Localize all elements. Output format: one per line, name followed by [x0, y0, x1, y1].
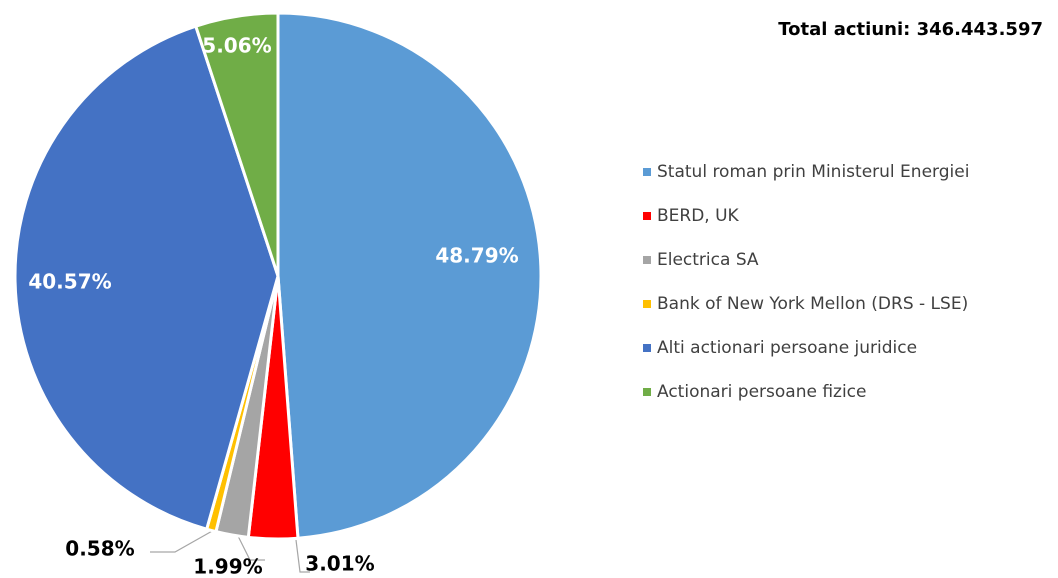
data-label: 5.06%	[202, 34, 271, 58]
legend-swatch	[643, 300, 651, 308]
pie-slice	[13, 24, 280, 532]
legend-swatch	[643, 212, 651, 220]
legend-swatch	[643, 256, 651, 264]
legend-label: BERD, UK	[657, 206, 740, 226]
data-label: 40.57%	[28, 270, 111, 294]
legend-label: Statul roman prin Ministerul Energiei	[657, 162, 969, 182]
pie-slice	[276, 11, 543, 540]
chart-title: Total actiuni: 346.443.597	[778, 19, 1043, 40]
data-label: 48.79%	[435, 244, 518, 268]
data-label: 1.99%	[193, 555, 262, 578]
pie-slice	[193, 11, 280, 277]
legend-swatch	[643, 388, 651, 396]
data-label: 0.58%	[65, 537, 134, 561]
leader-lines	[150, 529, 310, 573]
legend-label: Electrica SA	[657, 250, 759, 270]
leader-line	[237, 535, 265, 561]
legend-label: Bank of New York Mellon (DRS - LSE)	[657, 294, 968, 314]
legend-label: Actionari persoane fizice	[657, 382, 867, 402]
legend-label: Alti actionari persoane juridice	[657, 338, 917, 358]
legend-swatch	[643, 168, 651, 176]
leader-line	[150, 529, 215, 553]
leader-line	[295, 539, 310, 573]
legend-swatch	[643, 344, 651, 352]
data-label: 3.01%	[305, 552, 374, 576]
